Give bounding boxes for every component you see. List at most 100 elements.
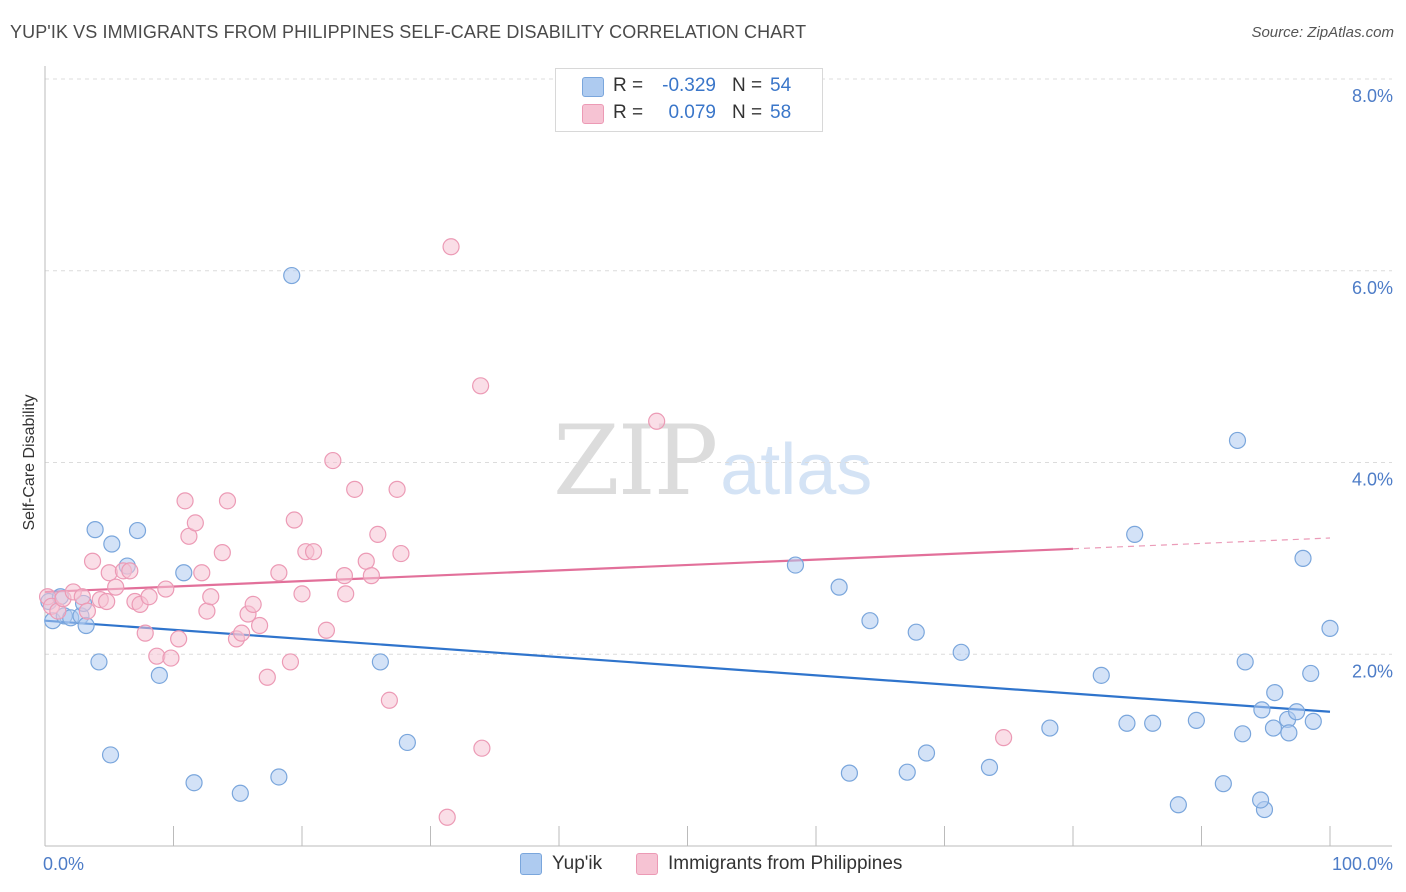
- philippines-point: [83, 552, 102, 570]
- legend-r-value: -0.329: [662, 75, 716, 96]
- philippines-point: [100, 564, 118, 582]
- philippines-point: [285, 511, 303, 529]
- yupik-point: [1118, 714, 1136, 732]
- yupik-trend-line: [44, 619, 1331, 713]
- legend-row-philippines: R = 0.079 N = 58: [556, 100, 822, 127]
- yupik-point: [128, 521, 147, 540]
- philippines-point: [78, 602, 97, 620]
- legend-n-label: N =: [732, 102, 763, 123]
- yupik-point: [980, 758, 999, 776]
- x-tick-label: 0.0%: [43, 854, 84, 874]
- yupik-point: [952, 643, 970, 661]
- correlation-legend: R = -0.329 N = 54 R = 0.079 N = 58: [555, 68, 823, 132]
- yupik-point: [1321, 619, 1339, 637]
- yupik-point: [1187, 711, 1205, 730]
- philippines-point: [136, 624, 154, 642]
- legend-item-philippines[interactable]: Immigrants from Philippines: [636, 852, 936, 876]
- philippines-point: [472, 377, 490, 395]
- legend-n-value: 54: [770, 75, 792, 96]
- legend-swatch-yupik: [582, 77, 604, 97]
- yupik-point: [103, 535, 121, 553]
- philippines-point: [213, 544, 231, 562]
- philippines-point: [346, 480, 364, 498]
- philippines-point: [202, 588, 220, 606]
- philippines-point: [362, 567, 380, 585]
- philippines-point: [388, 480, 406, 498]
- philippines-point: [324, 451, 342, 470]
- philippines-point: [233, 624, 251, 642]
- philippines-point: [438, 808, 456, 826]
- philippines-point: [193, 564, 211, 582]
- yupik-point: [1234, 725, 1252, 743]
- philippines-point: [73, 588, 91, 606]
- legend-r-label: R =: [613, 102, 644, 123]
- philippines-point: [186, 514, 204, 532]
- yupik-point: [1294, 549, 1312, 567]
- x-tick-label: 100.0%: [1332, 854, 1393, 874]
- yupik-point: [907, 623, 925, 641]
- yupik-point: [786, 556, 805, 574]
- legend-swatch-philippines: [636, 853, 658, 875]
- philippines-point: [337, 585, 355, 603]
- legend-r-label: R =: [613, 75, 644, 96]
- yupik-point: [830, 578, 848, 596]
- yupik-point: [90, 653, 108, 671]
- philippines-point: [244, 595, 262, 613]
- yupik-point: [1144, 714, 1162, 732]
- yupik-point: [175, 564, 193, 582]
- yupik-point: [150, 666, 168, 684]
- watermark-atlas: atlas: [720, 430, 873, 510]
- tick-labels: 2.0% 4.0% 6.0% 8.0% 0.0% 100.0% Self-Care Disa…: [21, 86, 1393, 874]
- legend-item-yupik[interactable]: Yup'ik: [520, 852, 620, 876]
- y-axis-label: Self-Care Disability: [21, 394, 38, 530]
- source-credit: Source: ZipAtlas.com: [1251, 24, 1394, 41]
- y-tick-label: 4.0%: [1352, 470, 1393, 490]
- yupik-point: [1280, 724, 1298, 742]
- philippines-point: [218, 492, 237, 510]
- axes: [44, 66, 1392, 847]
- grid-lines: [45, 78, 1392, 655]
- zipatlas-watermark: ZIPatlas: [553, 405, 872, 517]
- philippines-point: [98, 592, 116, 611]
- philippines-point: [258, 668, 276, 686]
- philippines-point: [281, 653, 300, 671]
- y-tick-label: 2.0%: [1352, 661, 1393, 681]
- yupik-point: [101, 746, 120, 764]
- legend-n-value: 58: [770, 102, 792, 123]
- legend-swatch-philippines: [582, 104, 604, 124]
- yupik-point: [185, 774, 203, 792]
- yupik-point: [1169, 796, 1187, 814]
- yupik-point: [398, 733, 416, 752]
- yupik-point: [1304, 712, 1322, 730]
- yupik-point: [371, 653, 389, 671]
- yupik-point: [1252, 791, 1270, 809]
- philippines-point: [369, 525, 387, 544]
- philippines-point: [198, 602, 216, 620]
- yupik-point: [861, 612, 879, 630]
- legend-r-value: 0.079: [668, 102, 716, 123]
- yupik-point: [898, 763, 916, 781]
- philippines-point: [270, 564, 288, 582]
- yupik-point: [840, 764, 859, 782]
- philippines-point: [442, 238, 460, 256]
- yupik-point: [1253, 701, 1271, 719]
- philippines-point: [162, 649, 180, 667]
- yupik-point: [270, 768, 288, 786]
- yupik-point: [1264, 719, 1283, 737]
- legend-swatch-yupik: [520, 853, 542, 875]
- philippines-point: [317, 621, 336, 639]
- yupik-point: [77, 616, 95, 635]
- yupik-point: [1214, 775, 1232, 793]
- legend-row-yupik: R = -0.329 N = 54: [556, 73, 822, 100]
- yupik-point: [917, 744, 936, 762]
- yupik-point: [283, 266, 301, 285]
- philippines-point: [176, 492, 194, 510]
- y-tick-label: 6.0%: [1352, 278, 1393, 298]
- y-tick-label: 8.0%: [1352, 86, 1393, 106]
- yupik-point: [1126, 525, 1144, 544]
- yupik-point: [1092, 666, 1110, 684]
- philippines-point: [157, 580, 175, 598]
- yupik-point: [1041, 719, 1059, 737]
- philippines-point: [250, 616, 269, 635]
- yupik-point: [1287, 703, 1306, 721]
